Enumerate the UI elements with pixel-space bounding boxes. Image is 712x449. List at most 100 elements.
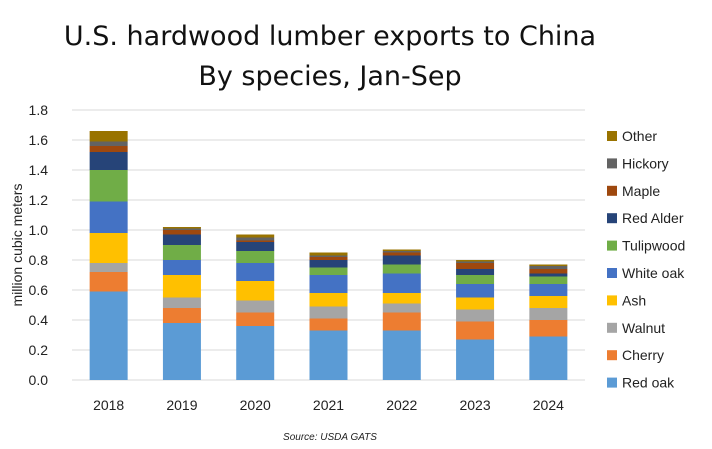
legend-label: Red oak	[622, 375, 675, 391]
x-tick-label: 2019	[166, 397, 197, 413]
legend-label: Tulipwood	[622, 238, 685, 254]
bar-segment-hickory-2024	[529, 266, 568, 269]
bar-segment-walnut-2024	[529, 308, 568, 320]
bar-segment-white-oak-2024	[529, 284, 568, 296]
bar-segment-maple-2023	[456, 263, 495, 269]
bar-segment-red-alder-2018	[89, 152, 128, 170]
bar-segment-walnut-2023	[456, 309, 495, 322]
legend-item: White oak	[607, 265, 685, 281]
bar-segment-maple-2019	[162, 230, 201, 235]
bar-segment-tulipwood-2018	[89, 170, 128, 202]
y-tick-label: 1.6	[29, 132, 49, 148]
bar-segment-walnut-2021	[309, 306, 348, 319]
legend-label: White oak	[622, 265, 685, 281]
y-tick-label: 0.2	[29, 342, 49, 358]
legend-label: Other	[622, 128, 657, 144]
bar-segment-other-2020	[236, 234, 275, 238]
x-tick-label: 2022	[386, 397, 417, 413]
bar-segment-white-oak-2018	[89, 201, 128, 233]
bar-segment-hickory-2021	[309, 255, 348, 257]
bar-segment-tulipwood-2024	[529, 276, 568, 284]
bar-segment-other-2019	[162, 227, 201, 229]
bar-segment-red-alder-2023	[456, 269, 495, 275]
y-tick-label: 1.2	[29, 192, 49, 208]
bar-segment-white-oak-2022	[382, 273, 421, 293]
bar-segment-maple-2024	[529, 269, 568, 274]
legend-swatch	[607, 131, 617, 141]
bar-segment-tulipwood-2021	[309, 267, 348, 275]
bar-segment-other-2018	[89, 131, 128, 142]
bar-segment-red-oak-2022	[382, 330, 421, 380]
bar-segment-tulipwood-2019	[162, 245, 201, 260]
bar-segment-maple-2020	[236, 240, 275, 242]
bar-segment-red-alder-2022	[382, 255, 421, 265]
bar-segment-other-2022	[382, 249, 421, 251]
y-tick-label: 1.4	[29, 162, 49, 178]
bar-segment-hickory-2020	[236, 237, 275, 241]
legend-swatch	[607, 295, 617, 306]
source-note: Source: USDA GATS	[283, 432, 377, 443]
bar-segment-ash-2019	[162, 275, 201, 298]
legend-swatch	[607, 268, 617, 278]
legend-swatch	[607, 350, 617, 361]
y-axis-label: million cubic meters	[9, 184, 25, 307]
bar-segment-maple-2022	[382, 252, 421, 256]
legend-label: Walnut	[622, 320, 665, 336]
legend-swatch	[607, 213, 617, 224]
legend-item: Red oak	[607, 375, 675, 391]
legend-item: Hickory	[607, 155, 669, 171]
legend-label: Ash	[622, 292, 646, 308]
bar-segment-cherry-2020	[236, 312, 275, 326]
legend-swatch	[607, 322, 617, 333]
bar-segment-white-oak-2020	[236, 263, 275, 281]
bar-segment-ash-2022	[382, 293, 421, 304]
bar-segment-cherry-2024	[529, 320, 568, 337]
legend-item: Tulipwood	[607, 238, 685, 254]
legend-item: Ash	[607, 292, 646, 308]
bar-segment-ash-2018	[89, 233, 128, 263]
legend-item: Red Alder	[607, 210, 684, 226]
bar-segment-walnut-2020	[236, 300, 275, 313]
chart-title: U.S. hardwood lumber exports to China	[64, 21, 596, 52]
bar-segment-hickory-2022	[382, 251, 421, 253]
bar-segment-cherry-2023	[456, 321, 495, 340]
legend-label: Hickory	[622, 155, 669, 171]
bar-segment-walnut-2019	[162, 297, 201, 308]
bar-segment-cherry-2018	[89, 272, 128, 292]
y-tick-label: 0.4	[29, 312, 49, 328]
bar-segment-maple-2021	[309, 257, 348, 260]
x-tick-label: 2020	[240, 397, 271, 413]
x-tick-label: 2024	[533, 397, 564, 413]
legend-item: Maple	[607, 183, 660, 199]
legend-item: Cherry	[607, 347, 664, 363]
bar-segment-cherry-2022	[382, 312, 421, 331]
legend-item: Other	[607, 128, 657, 144]
bar-segment-white-oak-2023	[456, 284, 495, 298]
bar-segment-other-2021	[309, 252, 348, 256]
bar-segment-walnut-2022	[382, 303, 421, 313]
bar-segment-red-oak-2019	[162, 323, 201, 380]
legend-swatch	[607, 240, 617, 251]
bar-segment-cherry-2019	[162, 308, 201, 323]
bar-segment-hickory-2018	[89, 141, 128, 146]
legend-label: Cherry	[622, 347, 664, 363]
bar-segment-red-oak-2020	[236, 326, 275, 380]
legend-swatch	[607, 158, 617, 169]
bar-segment-red-oak-2021	[309, 330, 348, 380]
chart-subtitle: By species, Jan-Sep	[198, 61, 461, 92]
y-tick-label: 0.0	[29, 372, 49, 388]
legend-label: Maple	[622, 183, 660, 199]
bar-segment-hickory-2023	[456, 261, 495, 263]
bar-segment-walnut-2018	[89, 263, 128, 272]
y-tick-label: 1.8	[29, 102, 49, 118]
bar-segment-tulipwood-2022	[382, 264, 421, 274]
x-tick-label: 2021	[313, 397, 344, 413]
y-tick-label: 0.8	[29, 252, 49, 268]
y-tick-label: 0.6	[29, 282, 49, 298]
bar-segment-hickory-2019	[162, 228, 201, 230]
bar-segment-ash-2021	[309, 293, 348, 307]
x-tick-label: 2018	[93, 397, 124, 413]
bar-segment-other-2023	[456, 260, 495, 262]
bar-segment-cherry-2021	[309, 318, 348, 331]
